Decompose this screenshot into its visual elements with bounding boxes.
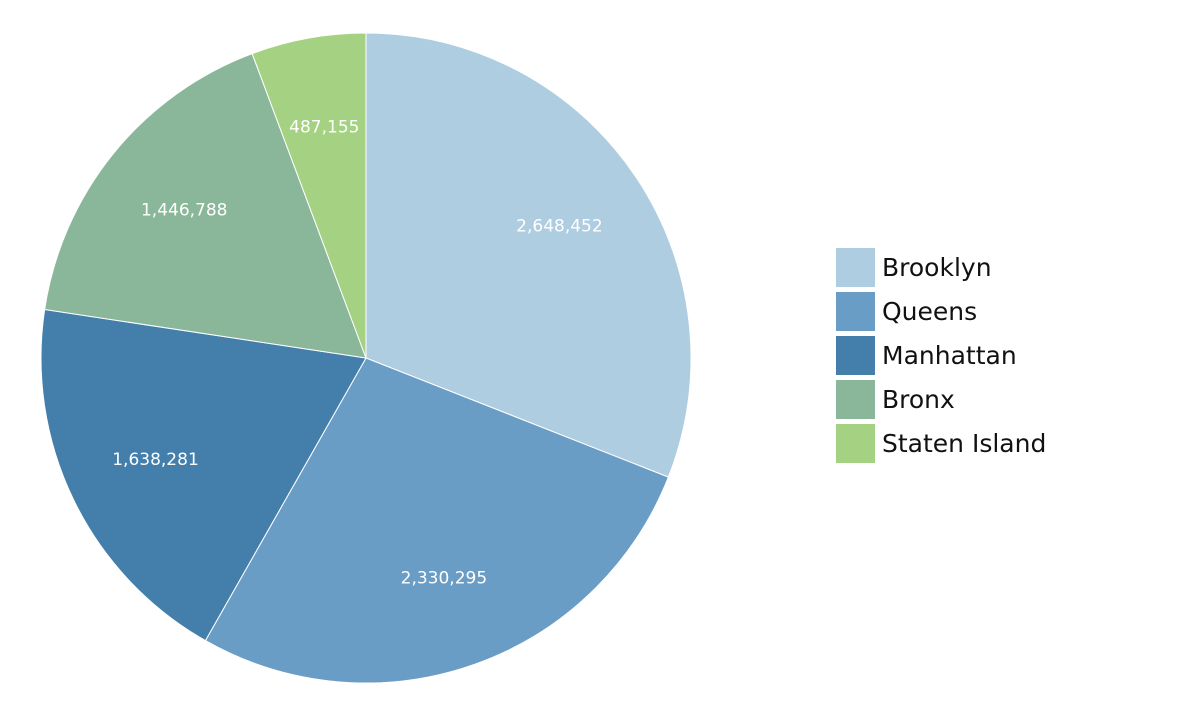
legend-swatch (836, 335, 875, 375)
pie-slice-manhattan (40, 308, 367, 642)
pie-slice-queens (204, 357, 670, 684)
legend-label: Brooklyn (882, 252, 992, 282)
legend-item-bronx: Bronx (836, 377, 1046, 421)
legend-swatch (836, 379, 875, 419)
legend-item-queens: Queens (836, 289, 1046, 333)
legend-swatch (836, 423, 875, 463)
pie-slice-bronx (44, 52, 367, 359)
legend-label: Bronx (882, 384, 955, 414)
legend: Brooklyn Queens Manhattan Bronx Staten Islan… (836, 245, 1046, 465)
legend-item-staten-island: Staten Island (836, 421, 1046, 465)
legend-label: Staten Island (882, 428, 1047, 458)
legend-item-brooklyn: Brooklyn (836, 245, 1046, 289)
pie-slice-staten-island (251, 32, 367, 359)
slice-value-label-bronx: 1,446,788 (141, 201, 228, 221)
slice-value-label-queens: 2,330,295 (401, 569, 488, 589)
legend-item-manhattan: Manhattan (836, 333, 1046, 377)
slice-value-label-brooklyn: 2,648,452 (516, 216, 603, 236)
pie-slice-brooklyn (365, 32, 692, 478)
legend-label: Queens (882, 296, 978, 326)
pie-value-labels: 2,648,452 2,330,295 1,638,281 1,446,788 487,… (112, 118, 602, 589)
legend-swatch (836, 291, 875, 331)
legend-swatch (836, 247, 875, 287)
legend-label: Manhattan (882, 340, 1017, 370)
pie-slices (40, 32, 692, 684)
slice-value-label-staten-island: 487,155 (289, 118, 359, 138)
slice-value-label-manhattan: 1,638,281 (112, 450, 199, 470)
